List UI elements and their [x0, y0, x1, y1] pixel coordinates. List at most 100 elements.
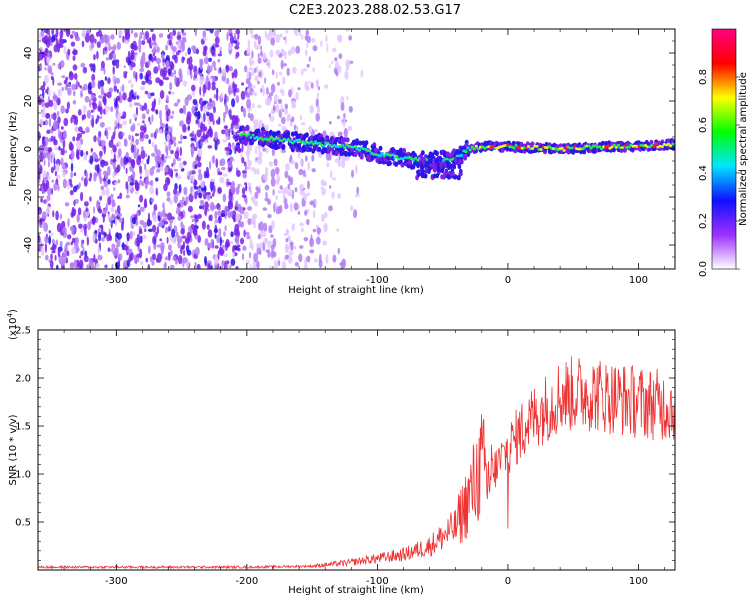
- spectrogram-noise-blob: [73, 72, 78, 80]
- spectrogram-noise-blob: [167, 226, 171, 232]
- spectrogram-noise-blob: [211, 45, 215, 51]
- spectrogram-noise-blob: [53, 135, 56, 145]
- spectrogram-ridge-core: [466, 146, 470, 150]
- snr-y-label: SNR (10 * v/v): [8, 414, 19, 485]
- spectrogram-noise-blob: [267, 59, 271, 70]
- spectrogram-noise-blob: [250, 196, 256, 202]
- spectrogram-noise-blob: [51, 187, 54, 195]
- spectrogram-noise-blob: [329, 170, 333, 179]
- spectrogram-noise-blob: [145, 257, 149, 263]
- spectrogram-noise-blob: [172, 29, 177, 36]
- spectrogram-noise-blob: [287, 255, 293, 264]
- spectrogram-noise-blob: [92, 63, 96, 73]
- spectrogram-noise-blob: [191, 105, 196, 114]
- spectrogram-noise-blob: [63, 45, 67, 55]
- spectrogram-ridge-band: [304, 132, 309, 138]
- spectrogram-noise-blob: [128, 102, 131, 107]
- spectrogram-noise-blob: [139, 31, 145, 36]
- spectrogram-noise-blob: [292, 66, 297, 74]
- spectrogram-noise-blob: [235, 131, 238, 137]
- spectrogram-noise-blob: [112, 161, 116, 167]
- spectrogram-noise-blob: [93, 206, 96, 214]
- spectrogram-noise-blob: [151, 57, 154, 63]
- spectrogram-noise-blob: [214, 233, 217, 239]
- spectrogram-noise-blob: [284, 109, 289, 115]
- spectrogram-noise-blob: [300, 122, 306, 126]
- spectrogram-noise-blob: [169, 200, 174, 205]
- spectrogram-noise-blob: [142, 134, 148, 139]
- spectrogram-noise-blob: [336, 228, 340, 232]
- spectrogram-noise-blob: [50, 253, 53, 261]
- colorbar-tick-label: 0.4: [698, 165, 709, 181]
- spectrogram-noise-blob: [98, 156, 102, 162]
- spectrogram-noise-blob: [70, 171, 73, 179]
- spectrogram-noise-blob: [121, 132, 125, 137]
- spectrogram-noise-blob: [98, 208, 103, 214]
- spectrogram-noise-blob: [112, 131, 116, 140]
- spectrogram-noise-blob: [64, 150, 68, 154]
- spectrogram-ridge-core: [247, 132, 251, 136]
- spectrogram-noise-blob: [206, 224, 210, 230]
- spectrogram-noise-blob: [84, 95, 90, 103]
- spectrogram-noise-blob: [111, 263, 114, 269]
- spectrogram-noise-blob: [73, 185, 78, 193]
- spectrogram-noise-blob: [279, 71, 283, 76]
- spectrogram-noise-blob: [190, 71, 193, 80]
- colorbar: 0.0 0.2 0.4 0.6 0.8 Normalized spectral ampl…: [698, 28, 749, 277]
- spectrogram-noise-blob: [132, 230, 136, 237]
- spectrogram-noise-blob: [85, 150, 89, 156]
- spectrogram-noise-blob: [77, 109, 82, 116]
- spectrogram-noise-blob: [173, 69, 177, 75]
- spectrogram-noise-blob: [225, 64, 230, 73]
- spectrogram-noise-blob: [262, 147, 267, 152]
- snr-plot-area: [38, 330, 675, 570]
- spectrogram-noise-blob: [73, 172, 77, 176]
- spectrogram-noise-blob: [110, 158, 113, 165]
- spectrogram-noise-blob: [235, 51, 240, 58]
- spectrogram-noise-blob: [100, 67, 105, 71]
- spectrogram-noise-blob: [248, 29, 254, 35]
- spectrogram-noise-blob: [299, 115, 303, 121]
- spectrogram-noise-blob: [239, 183, 243, 187]
- spectrogram-ridge-core: [604, 146, 608, 149]
- spectrogram-noise-blob: [92, 102, 98, 110]
- spectrogram-noise-blob: [102, 95, 106, 103]
- spectrogram-noise-blob: [270, 37, 276, 46]
- spectrogram-noise-blob: [144, 90, 149, 95]
- spectrogram-ridge-core: [326, 141, 330, 145]
- spectrogram-ridge-core: [489, 146, 493, 150]
- spectrogram-noise-blob: [204, 238, 209, 246]
- spectrogram-noise-blob: [80, 130, 86, 135]
- spectrogram-noise-blob: [151, 253, 157, 261]
- spectrogram-noise-blob: [61, 75, 66, 79]
- spectrogram-ridge-core: [468, 148, 472, 152]
- spectrogram-noise-blob: [48, 117, 52, 128]
- spectrogram-noise-blob: [242, 245, 247, 251]
- spectrogram-noise-blob: [155, 257, 160, 263]
- spectrogram-noise-blob: [99, 195, 103, 201]
- spectrogram-noise-blob: [158, 97, 161, 105]
- spectrogram-noise-blob: [212, 76, 216, 82]
- spectrogram-noise-blob: [285, 238, 289, 243]
- spectrogram-noise-blob: [343, 118, 346, 128]
- spectrogram-noise-blob: [283, 232, 289, 236]
- spectrogram-noise-blob: [228, 109, 232, 117]
- spectrogram-noise-blob: [57, 88, 62, 97]
- spectrogram-noise-blob: [131, 217, 136, 225]
- spectrogram-noise-blob: [52, 77, 55, 86]
- spectrogram-noise-blob: [211, 81, 216, 87]
- spectrogram-noise-blob: [275, 33, 281, 43]
- spectrogram-noise-blob: [219, 176, 225, 184]
- spectrogram-lower-branch: [451, 171, 455, 177]
- spectrogram-noise-blob: [232, 245, 235, 254]
- spectrogram-ridge-core: [249, 136, 253, 139]
- spectrogram-noise-blob: [315, 112, 321, 122]
- spectrogram-x-tick-label: -200: [236, 275, 259, 286]
- spectrogram-noise-blob: [245, 77, 251, 85]
- spectrogram-noise-blob: [104, 46, 108, 52]
- spectrogram-noise-blob: [294, 29, 299, 37]
- spectrogram-noise-blob: [304, 80, 309, 91]
- spectrogram-noise-blob: [225, 241, 231, 248]
- spectrogram-noise-blob: [247, 206, 253, 211]
- spectrogram-ridge-core: [531, 147, 535, 150]
